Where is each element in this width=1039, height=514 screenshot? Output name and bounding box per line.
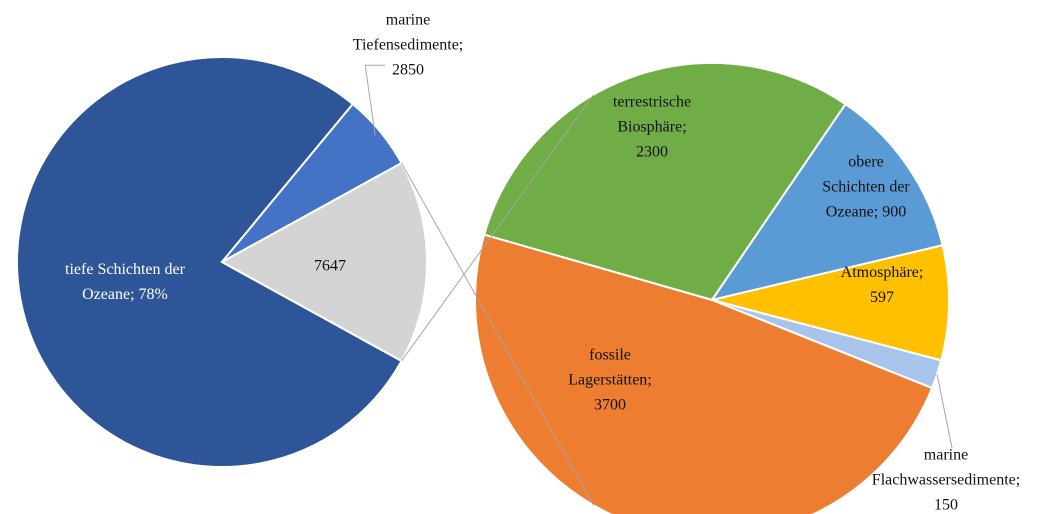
label-separator: ;	[130, 286, 135, 303]
slice-label: Atmosphäre; 597	[835, 260, 930, 310]
label-separator: ;	[682, 118, 687, 136]
connector-line	[401, 162, 594, 506]
slice-category: marine Tiefensedimente	[352, 11, 459, 54]
slice-value: 7647	[314, 257, 346, 275]
pie-slice	[16, 56, 403, 468]
slice-value: 78%	[138, 286, 168, 303]
slice-value: 2300	[636, 143, 668, 161]
slice-category: tiefe Schichten der Ozeane	[65, 261, 185, 303]
slice-category: Atmosphäre	[840, 264, 919, 281]
slice-label: 7647	[280, 254, 380, 279]
pie-slice	[709, 102, 944, 302]
slice-category: marine Flachwassersedimente	[871, 446, 1016, 489]
slice-value: 2850	[392, 61, 424, 79]
slice-category: obere Schichten der Ozeane	[822, 153, 910, 221]
slice-label: marine Flachwassersedimente; 150	[866, 443, 1026, 514]
slice-value: 3700	[594, 396, 626, 414]
slice-label: marine Tiefensedimente; 2850	[346, 8, 471, 83]
leader-line	[364, 64, 386, 136]
slice-label: terrestrische Biosphäre; 2300	[602, 90, 702, 165]
slice-category: terrestrische Biosphäre	[612, 93, 692, 136]
pie-slice	[474, 233, 934, 514]
connector-line	[401, 94, 594, 362]
slice-category: fossile Lagerstätten	[568, 346, 648, 389]
label-separator: ;	[918, 264, 924, 281]
slice-value: 900	[882, 203, 907, 221]
label-separator: ;	[458, 36, 464, 54]
pie-slice	[482, 62, 847, 302]
label-separator: ;	[873, 203, 879, 221]
label-separator: ;	[1015, 471, 1021, 489]
slice-value: 150	[934, 496, 958, 514]
slice-value: 597	[870, 289, 894, 306]
pie-slice	[711, 244, 950, 362]
leader-line	[936, 374, 953, 449]
slice-label: tiefe Schichten der Ozeane; 78%	[43, 257, 208, 307]
slice-label: obere Schichten der Ozeane; 900	[816, 150, 916, 225]
slice-label: fossile Lagerstätten; 3700	[560, 343, 660, 418]
pie-slice	[219, 161, 428, 363]
label-separator: ;	[647, 371, 652, 389]
